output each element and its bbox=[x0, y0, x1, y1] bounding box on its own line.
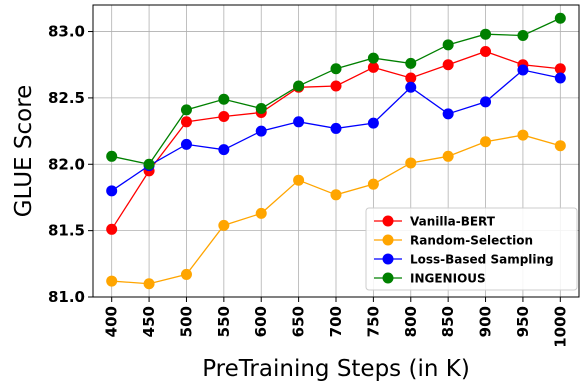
x-tick-label: 550 bbox=[215, 306, 233, 337]
data-point bbox=[106, 275, 118, 287]
data-point bbox=[480, 136, 492, 148]
x-tick-label: 950 bbox=[514, 306, 532, 337]
data-point bbox=[218, 110, 230, 122]
data-point bbox=[442, 150, 454, 162]
data-point bbox=[218, 144, 230, 156]
data-point bbox=[480, 45, 492, 57]
y-tick-label: 81.0 bbox=[48, 288, 85, 306]
data-point bbox=[106, 150, 118, 162]
data-point bbox=[330, 189, 342, 201]
series-loss-based-sampling bbox=[106, 64, 566, 197]
x-tick-label: 650 bbox=[290, 306, 308, 337]
data-point bbox=[293, 116, 305, 128]
x-tick-label: 500 bbox=[177, 306, 195, 337]
legend-marker bbox=[382, 215, 394, 227]
data-point bbox=[180, 138, 192, 150]
legend-box bbox=[365, 207, 578, 291]
legend-marker bbox=[382, 234, 394, 246]
legend: Vanilla-BERT Random-Selection Loss-Based S… bbox=[365, 207, 578, 291]
legend-label: Vanilla-BERT bbox=[410, 215, 496, 229]
x-tick-label: 450 bbox=[140, 306, 158, 337]
data-point bbox=[180, 104, 192, 116]
data-point bbox=[405, 57, 417, 69]
data-point bbox=[255, 207, 267, 219]
data-point bbox=[367, 61, 379, 73]
data-point bbox=[293, 80, 305, 92]
x-tick-label: 700 bbox=[327, 306, 345, 337]
data-point bbox=[218, 219, 230, 231]
legend-label: INGENIOUS bbox=[410, 272, 486, 286]
data-point bbox=[442, 39, 454, 51]
data-point bbox=[330, 80, 342, 92]
data-point bbox=[517, 30, 529, 42]
data-point bbox=[405, 72, 417, 84]
data-point bbox=[554, 72, 566, 84]
legend-label: Random-Selection bbox=[410, 234, 533, 248]
y-axis-label: GLUE Score bbox=[11, 85, 37, 218]
x-tick-label: 850 bbox=[439, 306, 457, 337]
data-point bbox=[255, 125, 267, 137]
data-point bbox=[367, 52, 379, 64]
legend-label: Loss-Based Sampling bbox=[410, 253, 554, 267]
data-point bbox=[293, 174, 305, 186]
data-point bbox=[180, 268, 192, 280]
data-point bbox=[554, 63, 566, 75]
data-point bbox=[405, 157, 417, 169]
y-tick-label: 82.5 bbox=[48, 89, 85, 107]
ticks: 400 450 500 550 600 650 700 750 800 850 900 950 1000… bbox=[48, 23, 569, 348]
x-tick-label: 400 bbox=[103, 306, 121, 337]
x-tick-label: 750 bbox=[364, 306, 382, 337]
data-point bbox=[367, 117, 379, 129]
y-tick-label: 81.5 bbox=[48, 222, 85, 240]
x-tick-label: 600 bbox=[252, 306, 270, 337]
data-point bbox=[330, 122, 342, 134]
data-point bbox=[367, 178, 379, 190]
data-point bbox=[218, 93, 230, 105]
x-tick-label: 900 bbox=[477, 306, 495, 337]
series-ingenious bbox=[106, 12, 566, 170]
data-point bbox=[143, 278, 155, 290]
y-tick-label: 83.0 bbox=[48, 23, 85, 41]
y-tick-label: 82.0 bbox=[48, 155, 85, 173]
x-tick-label: 800 bbox=[402, 306, 420, 337]
data-point bbox=[143, 158, 155, 170]
data-point bbox=[330, 63, 342, 75]
x-tick-label: 1000 bbox=[551, 306, 569, 348]
data-point bbox=[554, 12, 566, 24]
data-point bbox=[255, 103, 267, 115]
x-axis-label: PreTraining Steps (in K) bbox=[202, 356, 470, 382]
series-random-selection bbox=[106, 129, 566, 290]
data-point bbox=[480, 96, 492, 108]
data-point bbox=[480, 28, 492, 40]
legend-marker bbox=[382, 272, 394, 284]
data-point bbox=[517, 64, 529, 76]
data-point bbox=[180, 116, 192, 128]
legend-marker bbox=[382, 253, 394, 265]
data-point bbox=[517, 129, 529, 141]
data-point bbox=[106, 185, 118, 197]
series-layer bbox=[106, 12, 566, 290]
data-point bbox=[405, 81, 417, 93]
data-point bbox=[442, 108, 454, 120]
data-point bbox=[106, 223, 118, 235]
data-point bbox=[554, 140, 566, 152]
data-point bbox=[442, 59, 454, 71]
